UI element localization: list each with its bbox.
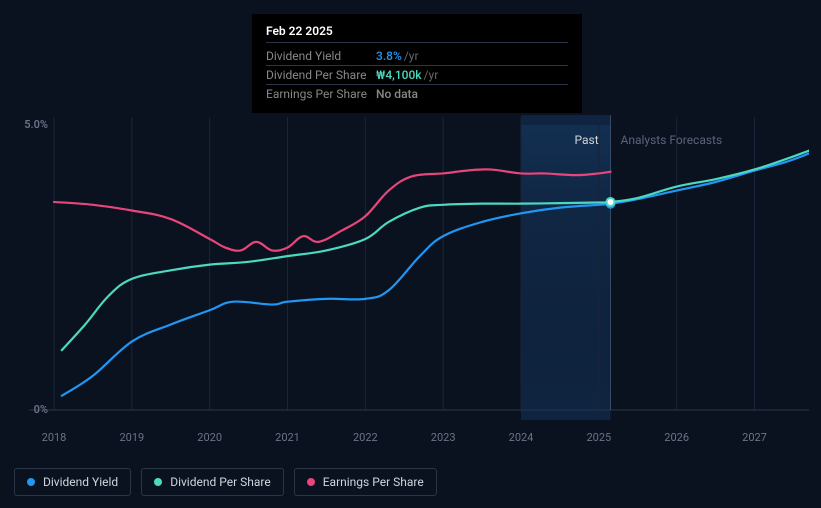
x-tick-label: 2023 — [431, 431, 456, 444]
legend-item[interactable]: Dividend Per Share — [141, 468, 284, 496]
dividend-chart[interactable]: 2018201920202021202220232024202520262027… — [14, 105, 809, 425]
x-tick-label: 2018 — [42, 431, 67, 444]
chart-tooltip: Feb 22 2025 Dividend Yield3.8%/yrDividen… — [252, 14, 582, 113]
tooltip-row: Dividend Yield3.8%/yr — [266, 47, 568, 66]
y-tick-label: 0% — [34, 403, 48, 416]
x-axis: 2018 2019 2020 2021 2022 2023 2024 2025 2026 2027 — [14, 431, 809, 447]
legend-dot-icon — [307, 478, 315, 486]
tooltip-metric-unit: /yr — [424, 68, 439, 82]
legend-label: Dividend Per Share — [170, 475, 271, 489]
tooltip-metric-label: Dividend Yield — [266, 49, 376, 63]
x-tick-label: 2024 — [509, 431, 534, 444]
tooltip-metric-value: No data — [376, 87, 418, 101]
x-tick-label: 2020 — [197, 431, 222, 444]
legend-item[interactable]: Earnings Per Share — [294, 468, 437, 496]
legend-item[interactable]: Dividend Yield — [14, 468, 131, 496]
legend-label: Earnings Per Share — [323, 475, 424, 489]
legend-dot-icon — [154, 478, 162, 486]
tooltip-metric-label: Earnings Per Share — [266, 87, 376, 101]
legend-dot-icon — [27, 478, 35, 486]
series-line — [62, 151, 809, 351]
x-tick-label: 2022 — [353, 431, 378, 444]
chart-marker — [607, 198, 615, 206]
x-tick-label: 2025 — [586, 431, 611, 444]
tooltip-metric-value: ₩4,100k — [376, 68, 422, 82]
tooltip-metric-unit: /yr — [404, 49, 419, 63]
x-tick-label: 2021 — [275, 431, 300, 444]
x-tick-label: 2019 — [119, 431, 144, 444]
chart-svg — [14, 105, 809, 425]
past-label: Past — [575, 133, 599, 147]
tooltip-date: Feb 22 2025 — [266, 24, 568, 43]
tooltip-row: Earnings Per ShareNo data — [266, 85, 568, 103]
forecast-label: Analysts Forecasts — [621, 133, 723, 147]
y-tick-label: 5.0% — [24, 118, 48, 131]
tooltip-metric-label: Dividend Per Share — [266, 68, 376, 82]
x-tick-label: 2027 — [742, 431, 767, 444]
tooltip-metric-value: 3.8% — [376, 49, 402, 63]
x-tick-label: 2026 — [664, 431, 689, 444]
legend-label: Dividend Yield — [43, 475, 118, 489]
chart-legend: Dividend Yield Dividend Per Share Earnings… — [14, 468, 437, 496]
tooltip-row: Dividend Per Share₩4,100k/yr — [266, 66, 568, 85]
series-line — [62, 154, 809, 396]
